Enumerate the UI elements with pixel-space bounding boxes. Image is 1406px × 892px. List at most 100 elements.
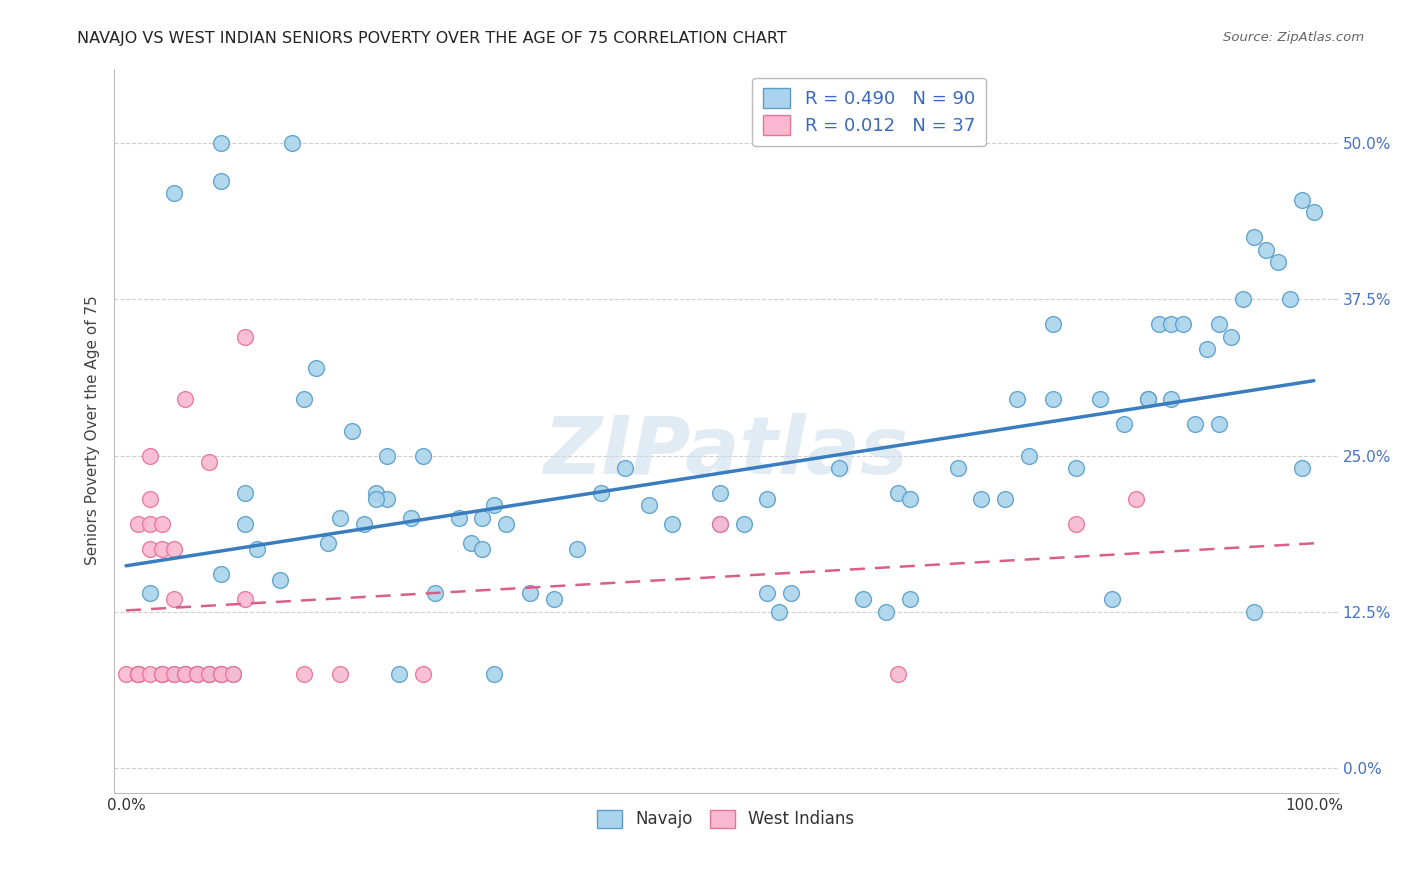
Point — [1232, 293, 1254, 307]
Point — [292, 392, 315, 407]
Point — [447, 511, 470, 525]
Point — [519, 586, 541, 600]
Point — [222, 667, 245, 681]
Point — [209, 174, 232, 188]
Point — [1160, 318, 1182, 332]
Point — [186, 667, 208, 681]
Point — [198, 667, 221, 681]
Point — [162, 592, 184, 607]
Point — [1184, 417, 1206, 432]
Point — [209, 136, 232, 151]
Point — [709, 517, 731, 532]
Point — [162, 542, 184, 557]
Point — [768, 605, 790, 619]
Point — [484, 499, 506, 513]
Point — [1243, 230, 1265, 244]
Point — [186, 667, 208, 681]
Point — [1125, 492, 1147, 507]
Point — [1149, 318, 1171, 332]
Point — [340, 424, 363, 438]
Point — [887, 667, 910, 681]
Point — [1208, 417, 1230, 432]
Point — [637, 499, 659, 513]
Point — [150, 542, 173, 557]
Point — [1088, 392, 1111, 407]
Point — [828, 461, 851, 475]
Point — [994, 492, 1017, 507]
Point — [1243, 605, 1265, 619]
Point — [233, 517, 256, 532]
Point — [198, 667, 221, 681]
Point — [733, 517, 755, 532]
Point — [709, 517, 731, 532]
Text: Source: ZipAtlas.com: Source: ZipAtlas.com — [1223, 31, 1364, 45]
Point — [484, 667, 506, 681]
Point — [186, 667, 208, 681]
Point — [150, 667, 173, 681]
Point — [1005, 392, 1028, 407]
Point — [174, 392, 197, 407]
Point — [875, 605, 897, 619]
Point — [412, 449, 434, 463]
Point — [1219, 330, 1241, 344]
Point — [661, 517, 683, 532]
Point — [174, 667, 197, 681]
Point — [1279, 293, 1302, 307]
Point — [364, 492, 387, 507]
Point — [329, 511, 352, 525]
Point — [898, 592, 921, 607]
Point — [399, 511, 422, 525]
Point — [139, 586, 162, 600]
Point — [851, 592, 873, 607]
Point — [139, 667, 162, 681]
Point — [364, 486, 387, 500]
Point — [233, 486, 256, 500]
Point — [1066, 461, 1088, 475]
Point — [780, 586, 803, 600]
Point — [1160, 392, 1182, 407]
Point — [209, 667, 232, 681]
Point — [209, 567, 232, 582]
Text: NAVAJO VS WEST INDIAN SENIORS POVERTY OVER THE AGE OF 75 CORRELATION CHART: NAVAJO VS WEST INDIAN SENIORS POVERTY OV… — [77, 31, 787, 46]
Point — [174, 667, 197, 681]
Point — [423, 586, 446, 600]
Point — [269, 574, 291, 588]
Point — [567, 542, 589, 557]
Point — [887, 486, 910, 500]
Point — [316, 536, 339, 550]
Point — [1195, 343, 1218, 357]
Point — [1066, 517, 1088, 532]
Point — [1042, 392, 1064, 407]
Point — [388, 667, 411, 681]
Point — [222, 667, 245, 681]
Point — [1302, 205, 1324, 219]
Point — [150, 667, 173, 681]
Point — [162, 667, 184, 681]
Point — [543, 592, 565, 607]
Point — [970, 492, 993, 507]
Point — [471, 542, 494, 557]
Point — [115, 667, 138, 681]
Point — [377, 449, 399, 463]
Point — [353, 517, 375, 532]
Point — [198, 667, 221, 681]
Y-axis label: Seniors Poverty Over the Age of 75: Seniors Poverty Over the Age of 75 — [86, 296, 100, 566]
Text: ZIPatlas: ZIPatlas — [543, 413, 908, 491]
Point — [412, 667, 434, 681]
Point — [139, 492, 162, 507]
Point — [756, 586, 779, 600]
Point — [1256, 243, 1278, 257]
Point — [613, 461, 636, 475]
Point — [209, 667, 232, 681]
Point — [162, 667, 184, 681]
Legend: Navajo, West Indians: Navajo, West Indians — [591, 803, 860, 835]
Point — [1291, 461, 1313, 475]
Point — [127, 517, 149, 532]
Point — [946, 461, 969, 475]
Point — [460, 536, 482, 550]
Point — [1112, 417, 1135, 432]
Point — [292, 667, 315, 681]
Point — [591, 486, 613, 500]
Point — [150, 667, 173, 681]
Point — [233, 330, 256, 344]
